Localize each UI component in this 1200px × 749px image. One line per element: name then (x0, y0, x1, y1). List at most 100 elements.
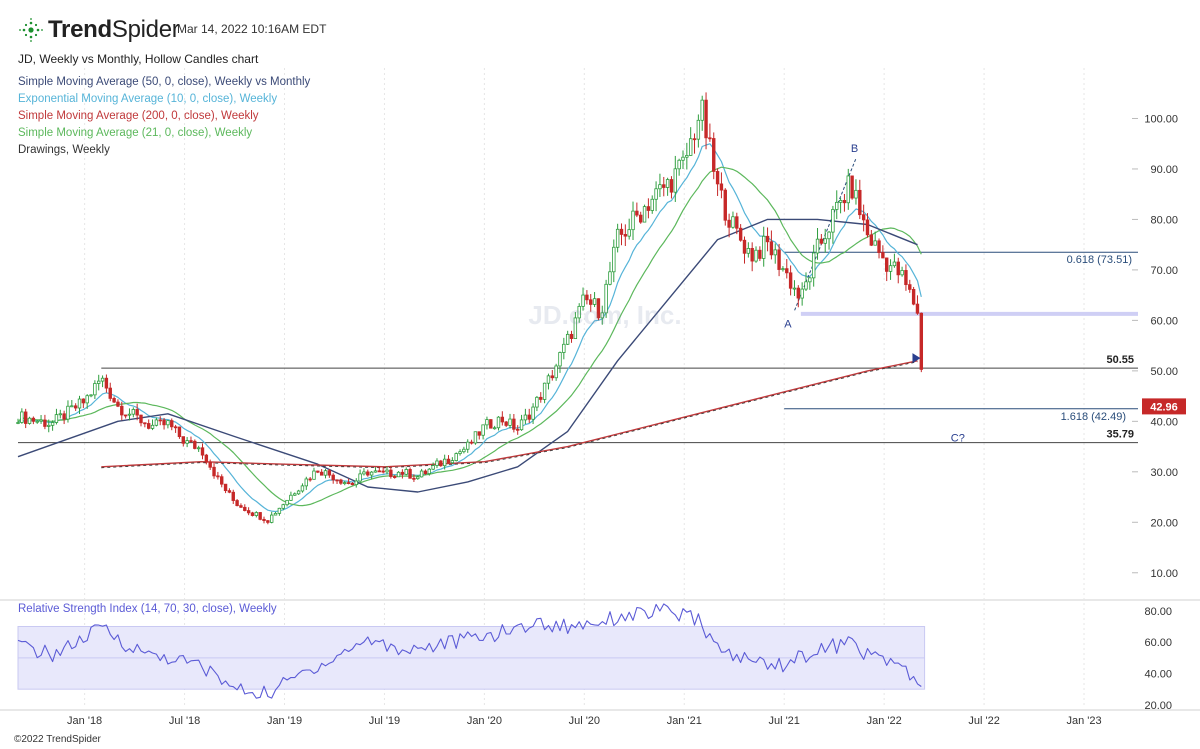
candle-down (750, 248, 754, 262)
candle-up (685, 155, 689, 158)
candle-up (612, 246, 616, 273)
candle-down (423, 470, 428, 475)
candle-up (811, 252, 816, 279)
sma200-line (101, 360, 918, 468)
legend-item-drawings[interactable]: Drawings, Weekly (18, 144, 110, 156)
candle-up (581, 294, 585, 307)
candle-up (746, 248, 751, 254)
candle-up (362, 471, 366, 475)
candle-down (550, 375, 554, 379)
rsi-tick-label: 40.00 (1144, 669, 1172, 681)
candle-up (627, 229, 631, 237)
candle-down (738, 227, 743, 241)
spider-logo-icon (19, 18, 43, 42)
candle-up (781, 268, 785, 271)
legend-item-ema10[interactable]: Exponential Moving Average (10, 0, close… (18, 93, 278, 105)
candle-down (104, 377, 109, 389)
candle-up (150, 424, 155, 429)
candle-down (120, 405, 124, 416)
sma21-line (17, 166, 922, 507)
candle-up (358, 473, 362, 482)
candle-up (831, 209, 835, 233)
candle-down (246, 510, 251, 514)
candle-up (277, 507, 282, 514)
candle-down (339, 479, 343, 484)
candle-down (220, 476, 224, 485)
wave-label-C: C? (951, 432, 965, 444)
price-tick-label: 80.00 (1150, 214, 1178, 226)
candle-down (477, 431, 481, 436)
candle-up (450, 460, 455, 464)
candle-down (735, 216, 739, 229)
candle-up (535, 396, 539, 408)
candle-up (696, 119, 701, 140)
chart-title: JD, Weekly vs Monthly, Hollow Candles ch… (18, 52, 259, 66)
rsi-label[interactable]: Relative Strength Index (14, 70, 30, clo… (18, 603, 277, 615)
candle-up (196, 447, 201, 450)
candle-down (758, 249, 762, 259)
candle-up (462, 448, 466, 453)
candle-down (231, 491, 235, 501)
candle-down (723, 189, 727, 221)
candle-up (100, 377, 105, 382)
candle-up (127, 413, 132, 416)
time-tick-label: Jan '18 (67, 715, 102, 727)
candle-up (39, 419, 43, 422)
candle-down (81, 398, 86, 404)
candle-up (442, 458, 447, 467)
time-tick-label: Jan '20 (467, 715, 502, 727)
candle-down (785, 268, 789, 274)
candle-down (189, 440, 193, 442)
wave-label-B: B (851, 143, 858, 155)
candle-up (827, 231, 831, 240)
candle-up (542, 382, 547, 400)
candle-up (665, 179, 670, 188)
candle-up (396, 471, 401, 478)
candle-up (573, 317, 578, 339)
current-price-tag (1142, 398, 1186, 415)
candle-down (216, 475, 220, 478)
candle-up (89, 394, 93, 397)
candle-down (646, 206, 651, 211)
time-tick-label: Jul '19 (369, 715, 400, 727)
candle-down (316, 470, 320, 473)
candle-down (861, 214, 866, 221)
candle-down (712, 138, 716, 172)
candle-up (404, 469, 408, 475)
candle-up (681, 156, 685, 161)
legend-item-sma21[interactable]: Simple Moving Average (21, 0, close), We… (18, 127, 253, 139)
candle-up (66, 405, 70, 420)
candle-up (642, 206, 647, 223)
candle-up (458, 451, 462, 454)
legend-item-sma50[interactable]: Simple Moving Average (50, 0, close), We… (18, 76, 311, 88)
candle-up (531, 406, 535, 420)
candle-up (354, 480, 358, 486)
candle-up (154, 419, 159, 426)
candle-down (146, 423, 151, 429)
time-tick-label: Jan '21 (667, 715, 702, 727)
candle-up (546, 375, 551, 384)
candle-up (658, 184, 662, 190)
candle-up (166, 420, 170, 426)
candle-up (293, 493, 297, 496)
price-tick-label: 40.00 (1150, 416, 1178, 428)
candle-up (373, 470, 378, 473)
candle-down (516, 428, 520, 431)
candle-up (815, 238, 820, 254)
candle-up (35, 420, 39, 423)
candle-up (565, 333, 570, 345)
candle-down (742, 239, 747, 254)
candle-up (808, 277, 812, 283)
candle-down (915, 303, 920, 314)
candle-down (223, 483, 228, 492)
legend-item-sma200[interactable]: Simple Moving Average (200, 0, close), W… (18, 110, 259, 122)
candle-up (577, 305, 581, 319)
time-tick-label: Jul '18 (169, 715, 200, 727)
candle-down (392, 476, 397, 478)
candle-down (896, 261, 900, 276)
candle-down (850, 175, 854, 199)
candle-down (635, 210, 639, 216)
candle-up (800, 288, 804, 299)
candle-down (319, 471, 324, 476)
